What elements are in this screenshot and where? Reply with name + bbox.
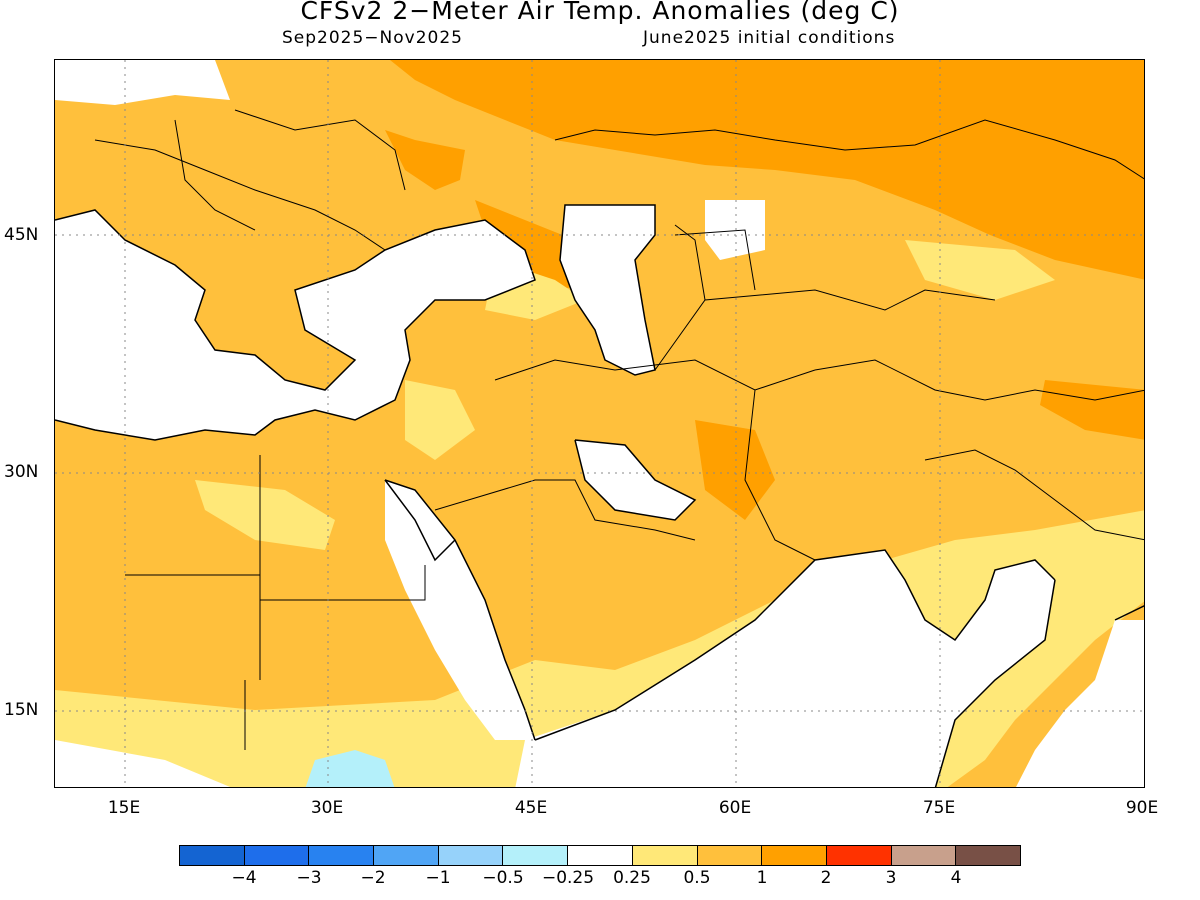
colorbar: [179, 845, 1021, 866]
anomaly-fill-0.25-0.5-kazakh: [905, 240, 1055, 300]
colorbar-segment: [632, 846, 698, 865]
colorbar-label: −4: [231, 868, 257, 888]
coastlines: [55, 204, 1144, 787]
colorbar-label: 1: [756, 868, 768, 888]
colorbar-segment: [697, 846, 763, 865]
lat-label-45n: 45N: [4, 225, 39, 245]
anomaly-fill-1-2-ukraine: [385, 130, 465, 190]
colorbar-segment: [244, 846, 310, 865]
forecast-period: Sep2025−Nov2025: [282, 28, 463, 48]
colorbar-segment: [374, 846, 439, 865]
map-canvas: [55, 60, 1144, 787]
colorbar-label: 0.5: [683, 868, 711, 888]
colorbar-segment: [180, 846, 245, 865]
colorbar-segment: [891, 846, 957, 865]
neutral-red-sea: [385, 480, 535, 740]
anomaly-map: [54, 59, 1145, 788]
anomaly-fill-0.25-0.5-egypt: [195, 480, 335, 550]
colorbar-label: 4: [950, 868, 962, 888]
colorbar-label: 0.25: [613, 868, 651, 888]
lon-label-15e: 15E: [107, 798, 141, 818]
colorbar-label: −0.25: [541, 868, 595, 888]
lat-label-30n: 30N: [4, 462, 39, 482]
lon-label-75e: 75E: [922, 798, 956, 818]
neutral-aral-sea: [705, 200, 765, 260]
anomaly-fill-neg-0.25-ethiopia: [305, 750, 395, 787]
colorbar-label: −1: [425, 868, 451, 888]
lon-label-30e: 30E: [310, 798, 344, 818]
colorbar-label: −3: [296, 868, 322, 888]
colorbar-segment: [956, 846, 1020, 865]
colorbar-label: −2: [360, 868, 386, 888]
neutral-mediterranean-black-sea: [55, 210, 535, 440]
neutral-scandinavia: [55, 60, 230, 105]
neutral-caspian-sea: [560, 205, 655, 375]
colorbar-segment: [826, 846, 892, 865]
colorbar-segment: [309, 846, 375, 865]
colorbar-label: −0.5: [482, 868, 524, 888]
colorbar-label: 2: [820, 868, 832, 888]
country-borders: [94, 109, 1144, 750]
lat-label-15n: 15N: [4, 700, 39, 720]
lon-label-60e: 60E: [718, 798, 752, 818]
colorbar-segment: [503, 846, 569, 865]
neutral-bay-of-bengal: [1016, 620, 1144, 787]
lon-label-90e: 90E: [1125, 798, 1159, 818]
lon-label-45e: 45E: [514, 798, 548, 818]
neutral-sahel: [55, 740, 231, 787]
neutral-arabian-sea: [515, 550, 1055, 787]
anomaly-fill-0.25-0.5-levant: [405, 380, 475, 460]
anomaly-fill-1-2-north: [390, 60, 1144, 280]
anomaly-fill-1-2-iran: [695, 420, 775, 520]
initial-conditions: June2025 initial conditions: [643, 28, 896, 48]
colorbar-label: 3: [885, 868, 897, 888]
lat-lon-grid: [55, 60, 1144, 787]
colorbar-segment: [762, 846, 827, 865]
colorbar-segment: [438, 846, 504, 865]
map-title: CFSv2 2−Meter Air Temp. Anomalies (deg C…: [300, 0, 900, 25]
colorbar-segment: [568, 846, 633, 865]
